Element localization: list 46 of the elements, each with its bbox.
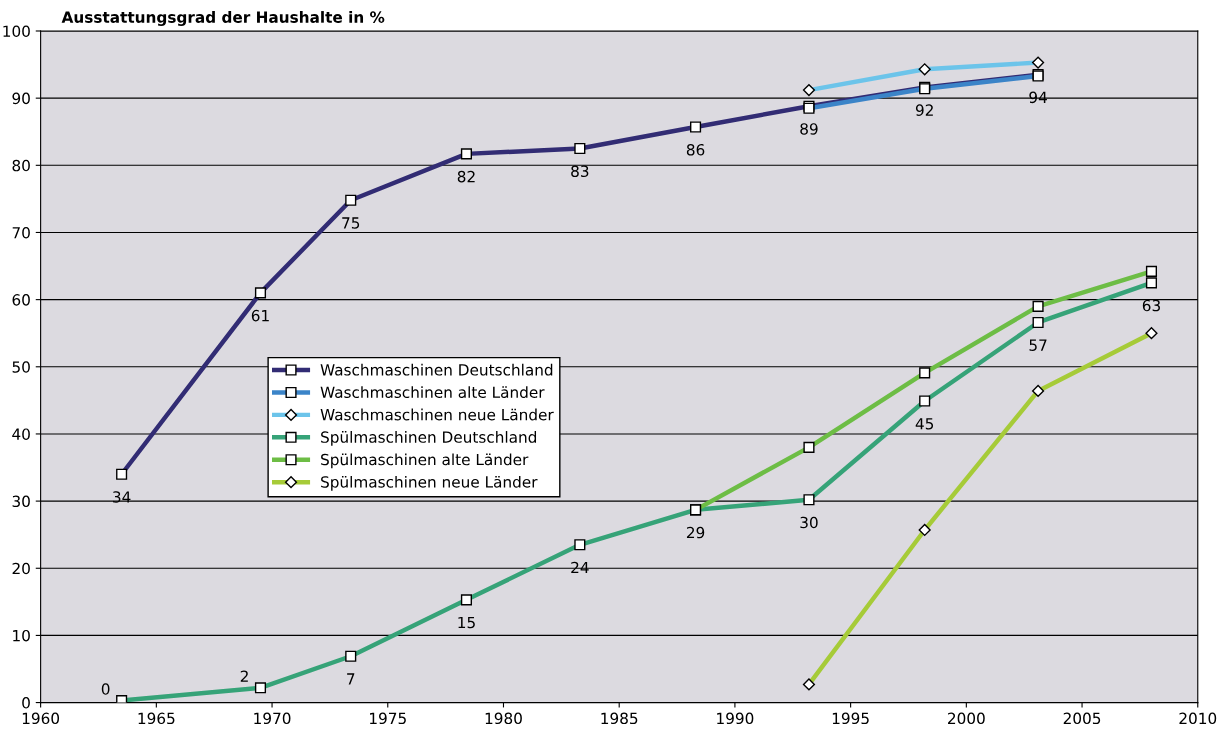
data-label: 15 <box>458 616 475 629</box>
data-label: 7 <box>347 673 355 685</box>
x-tick-label: 1990 <box>717 712 754 725</box>
data-label: 57 <box>1029 339 1047 351</box>
x-tick-label: 1960 <box>22 712 60 725</box>
x-tick-label: 1980 <box>485 712 522 725</box>
data-label: 30 <box>800 516 818 529</box>
x-tick-label: 1985 <box>601 712 638 725</box>
legend-label: Spülmaschinen neue Länder <box>321 475 538 491</box>
data-label: 83 <box>571 165 589 178</box>
y-tick-label: 60 <box>12 294 30 306</box>
data-label: 92 <box>915 104 933 116</box>
legend-label: Waschmaschinen alte Länder <box>320 386 545 399</box>
data-label: 29 <box>686 526 705 539</box>
x-tick-label: 2000 <box>948 712 985 725</box>
x-tick-label: 1995 <box>832 712 869 725</box>
legend-label: Spülmaschinen alte Länder <box>321 453 529 469</box>
y-tick-label: 90 <box>12 92 30 105</box>
y-tick-label: 20 <box>12 562 30 575</box>
data-label: 45 <box>915 418 934 430</box>
y-tick-label: 80 <box>12 159 30 172</box>
chart-title: Ausstattungsgrad der Haushalte in % <box>61 11 385 26</box>
data-label: 89 <box>800 123 818 135</box>
y-tick-label: 50 <box>12 361 30 373</box>
y-tick-label: 30 <box>12 495 30 508</box>
y-tick-label: 0 <box>22 697 30 709</box>
data-label: 61 <box>251 309 269 322</box>
x-tick-label: 1965 <box>138 712 175 725</box>
data-label: 82 <box>457 170 475 183</box>
data-label: 63 <box>1142 299 1160 312</box>
y-tick-label: 100 <box>3 25 30 38</box>
y-tick-label: 40 <box>12 428 30 440</box>
data-label: 75 <box>342 217 360 229</box>
legend-label: Spülmaschinen Deutschland <box>321 431 537 446</box>
y-tick-label: 10 <box>13 629 30 642</box>
x-tick-label: 1970 <box>254 712 291 725</box>
y-tick-label: 70 <box>12 226 30 239</box>
data-label: 0 <box>101 683 110 695</box>
legend-label: Waschmaschinen Deutschland <box>320 363 553 376</box>
legend-label: Waschmaschinen neue Länder <box>320 408 554 421</box>
x-tick-label: 2005 <box>1063 712 1101 725</box>
data-label: 2 <box>240 670 248 682</box>
x-tick-label: 2010 <box>1179 712 1217 725</box>
data-label: 34 <box>113 491 131 503</box>
x-tick-label: 1975 <box>370 712 406 725</box>
data-label: 86 <box>686 143 705 156</box>
